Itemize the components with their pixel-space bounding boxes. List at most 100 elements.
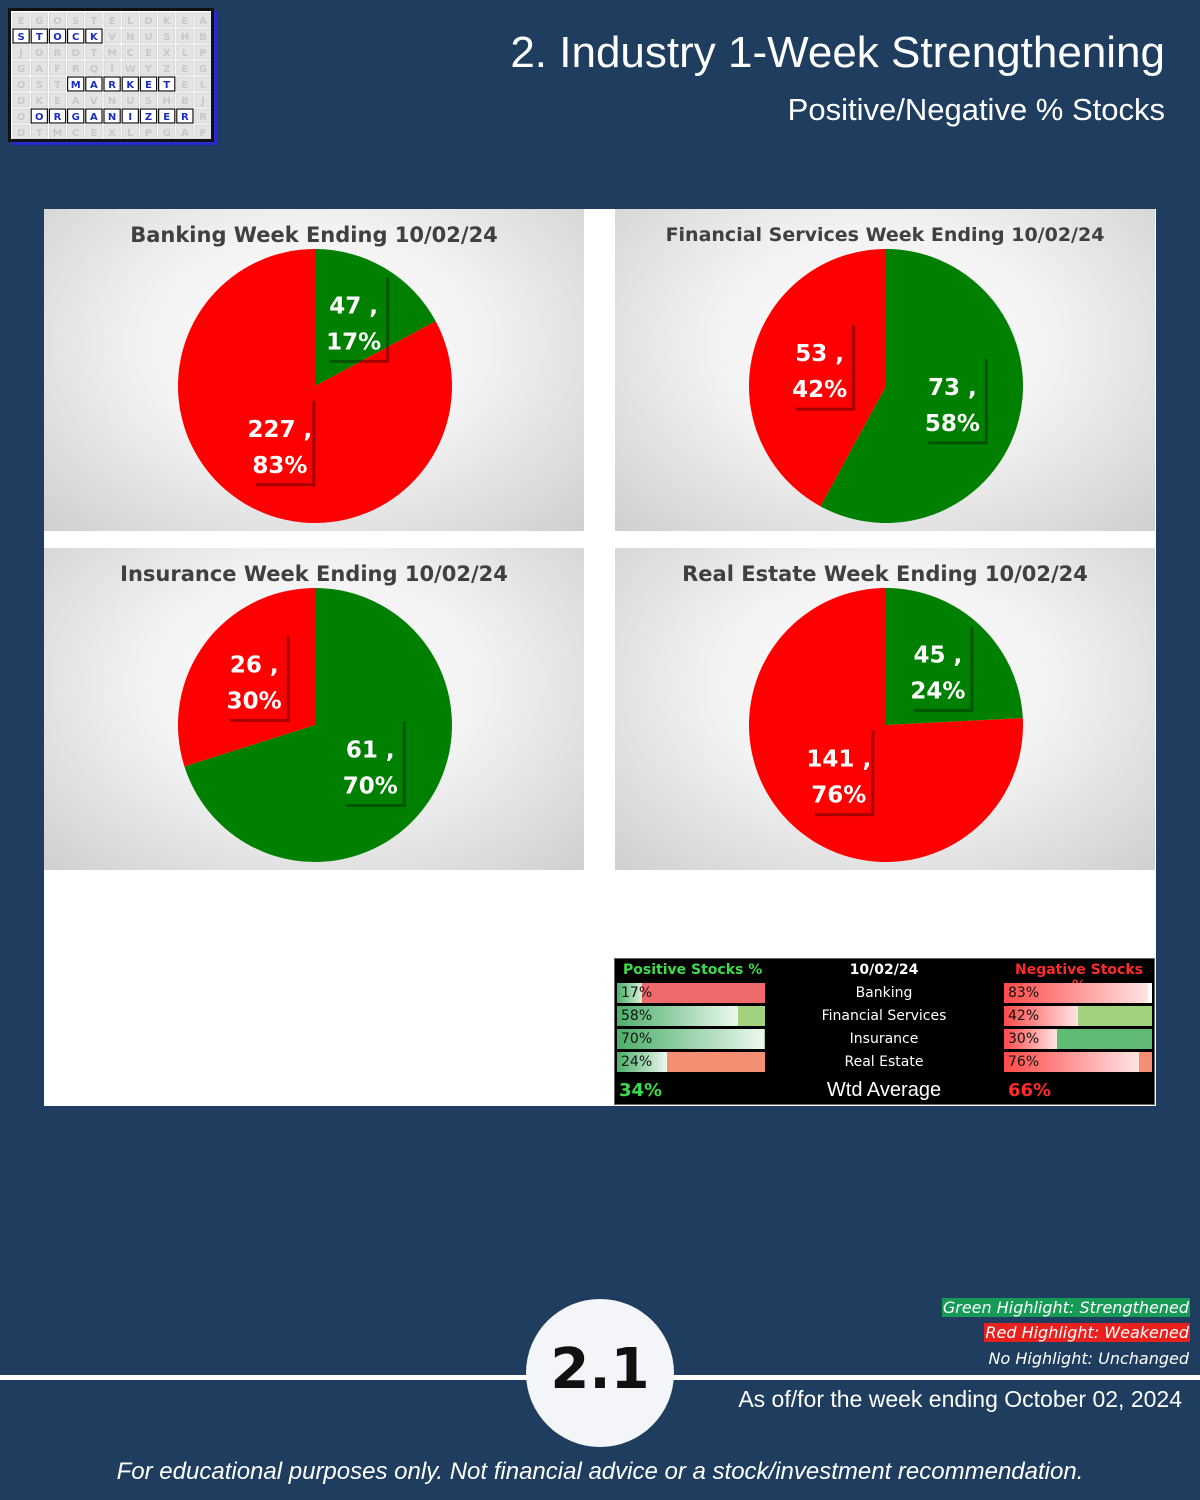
- positive-slice: [184, 588, 453, 862]
- logo-letter: D: [17, 128, 25, 139]
- logo-cell: [121, 76, 139, 92]
- logo-letter: M: [53, 128, 63, 139]
- label-count: 53 ,: [795, 341, 844, 367]
- logo-cell: [12, 92, 30, 108]
- logo-letter: K: [90, 32, 99, 43]
- financial-services-pie-chart: Financial Services Week Ending 10/02/24 …: [615, 209, 1155, 531]
- logo-letter: E: [54, 96, 61, 107]
- logo-letter: G: [72, 112, 80, 123]
- positive-value: 58%: [621, 1008, 653, 1024]
- positive-slice: [820, 249, 1023, 523]
- logo-letter: C: [72, 128, 79, 139]
- logo-letter: A: [181, 128, 189, 139]
- logo-letter: O: [35, 112, 44, 123]
- logo-letter: T: [90, 48, 97, 59]
- logo-letter: E: [145, 48, 152, 59]
- positive-cell: 58%: [617, 1006, 765, 1026]
- logo-cell: [158, 124, 176, 139]
- negative-slice: [749, 249, 886, 507]
- logo-cell: [176, 60, 194, 76]
- logo-cell: [158, 28, 176, 44]
- logo-cell: [30, 108, 49, 124]
- logo-letter: R: [54, 112, 62, 123]
- logo-letter: D: [17, 96, 25, 107]
- positive-cell: 24%: [617, 1052, 765, 1072]
- table-row: 17% Banking 83%: [615, 982, 1154, 1004]
- logo-letter: N: [126, 32, 134, 43]
- logo-cell: [49, 12, 67, 28]
- negative-databar: [1004, 1052, 1139, 1072]
- logo-letter: F: [54, 64, 61, 75]
- logo-cell: [66, 28, 85, 44]
- logo-cell: [158, 76, 176, 92]
- logo-cell: [103, 44, 121, 60]
- label-shadow: [329, 277, 390, 363]
- data-label: 47 , 17%: [326, 277, 390, 363]
- logo-letter: H: [163, 96, 171, 107]
- logo-cell: [158, 12, 176, 28]
- data-label: 227 , 83%: [247, 400, 316, 487]
- logo-cell: [139, 12, 157, 28]
- logo-letter: M: [107, 48, 117, 59]
- logo-letter: W: [125, 64, 136, 75]
- logo-letter: Y: [144, 64, 153, 75]
- page-number-badge: 2.1: [526, 1299, 674, 1447]
- pie-plot: 73 , 58% 53 , 42%: [749, 249, 1023, 523]
- logo-letter: U: [126, 96, 134, 107]
- logo-cell: [103, 76, 121, 92]
- data-label: 26 , 30%: [227, 636, 290, 722]
- logo-letter: S: [145, 96, 152, 107]
- logo-letter: E: [163, 112, 170, 123]
- label-shadow: [795, 325, 856, 411]
- logo-cell: [85, 44, 103, 60]
- legend-red: Red Highlight: Weakened: [984, 1323, 1190, 1342]
- logo-cell: [194, 92, 211, 108]
- table-row: 24% Real Estate 76%: [615, 1051, 1154, 1073]
- logo-cell: [139, 28, 157, 44]
- logo-letter: Z: [163, 64, 170, 75]
- logo-graphic: E G O S T E L D K E AS T O C K V N U S H BJ O R D T M C E X L PG A F R Q I W…: [11, 11, 211, 139]
- logo-cell: [194, 60, 211, 76]
- negative-slice: [749, 588, 1023, 862]
- logo-cell: [121, 28, 139, 44]
- logo-cell: [139, 60, 157, 76]
- logo-letter: R: [108, 80, 116, 91]
- summary-table: Positive Stocks % 10/02/24 Negative Stoc…: [614, 958, 1155, 1105]
- logo-cell: [30, 92, 48, 108]
- logo-cell: [121, 60, 139, 76]
- real-estate-pie-chart: Real Estate Week Ending 10/02/24 45 , 24%…: [615, 548, 1155, 870]
- logo-letter: G: [17, 64, 25, 75]
- logo-letter: R: [199, 112, 207, 123]
- logo-cell: [176, 108, 194, 124]
- logo-letter: K: [163, 16, 172, 27]
- logo-letter: N: [108, 112, 116, 123]
- negative-cell: 30%: [1004, 1029, 1152, 1049]
- logo-letter: A: [199, 16, 207, 27]
- label-percent: 24%: [910, 678, 965, 704]
- logo-letter: P: [199, 48, 206, 59]
- logo-cell: [67, 124, 85, 139]
- positive-value: 24%: [621, 1054, 653, 1070]
- logo-cell: [48, 108, 67, 124]
- negative-value: 76%: [1008, 1054, 1040, 1070]
- logo-letter: D: [144, 16, 152, 27]
- positive-value: 17%: [621, 985, 653, 1001]
- logo-letter: A: [90, 112, 98, 123]
- logo-letter: T: [36, 128, 43, 139]
- logo-cell: [85, 124, 103, 139]
- negative-cell: 42%: [1004, 1006, 1152, 1026]
- negative-value: 30%: [1008, 1031, 1040, 1047]
- logo-cell: [194, 12, 211, 28]
- logo-letter: B: [199, 32, 207, 43]
- logo-cell: [139, 108, 158, 124]
- logo-letter: A: [90, 80, 98, 91]
- positive-average: 34%: [619, 1080, 663, 1101]
- logo-letter: E: [181, 16, 188, 27]
- logo-cell: [67, 60, 85, 76]
- logo-letter: A: [72, 96, 80, 107]
- data-label: 53 , 42%: [792, 325, 856, 411]
- logo-letter: T: [36, 32, 43, 43]
- logo-letter: S: [163, 32, 170, 43]
- logo-letter: S: [72, 16, 79, 27]
